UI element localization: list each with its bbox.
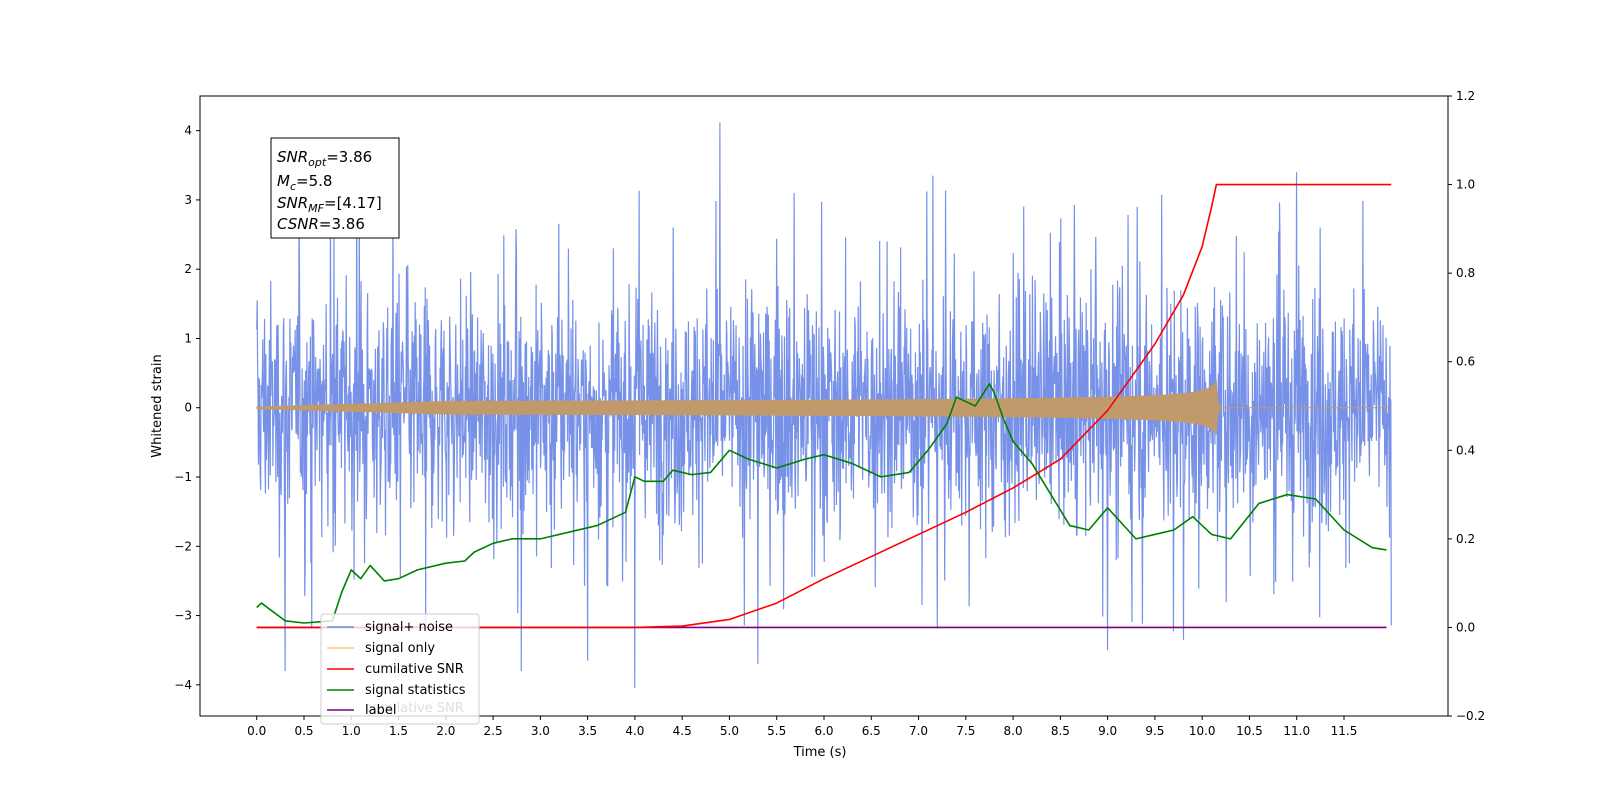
x-tick-label: 3.0 <box>531 724 550 738</box>
legend-frame <box>320 613 480 725</box>
y-left-tick-label: −4 <box>174 678 192 692</box>
x-tick-label: 9.5 <box>1145 724 1164 738</box>
metrics-annotation-box: SNRopt=3.86 Mc=5.8 SNRMF=[4.17] CSNR=3.8… <box>270 137 400 239</box>
y-right-tick-label: 0.4 <box>1456 443 1475 457</box>
legend-label-signal-noise: signal+ noise <box>365 620 453 635</box>
x-tick-label: 6.5 <box>862 724 881 738</box>
x-tick-label: 2.5 <box>484 724 503 738</box>
legend-label-signal-only: signal only <box>365 641 435 656</box>
series-signal-statistics <box>256 383 1387 624</box>
x-tick-label: 11.0 <box>1283 724 1310 738</box>
annotation-snr-opt: SNRopt=3.86 <box>277 148 372 169</box>
x-tick-label: 10.5 <box>1236 724 1263 738</box>
y-right-tick-label: 0.0 <box>1456 620 1475 634</box>
legend-ghost-text: cumilative SNR <box>365 701 464 716</box>
x-tick-label: 7.5 <box>956 724 975 738</box>
x-tick-label: 0.0 <box>247 724 266 738</box>
x-tick-label: 6.0 <box>814 724 833 738</box>
legend-label-label: label <box>365 703 396 718</box>
y-right-tick-label: 1.2 <box>1456 89 1475 103</box>
y-left-tick-label: 4 <box>184 124 192 138</box>
y-right-tick-label: 0.2 <box>1456 532 1475 546</box>
legend-label-cumulative-snr: cumilative SNR <box>365 662 464 677</box>
y-left-tick-label: 0 <box>184 401 192 415</box>
x-tick-label: 8.0 <box>1004 724 1023 738</box>
x-tick-label: 1.5 <box>389 724 408 738</box>
x-tick-label: 0.5 <box>294 724 313 738</box>
y-left-tick-label: −2 <box>174 539 192 553</box>
annotation-snr-mf: SNRMF=[4.17] <box>277 194 382 215</box>
legend-label-signal-statistics: signal statistics <box>365 683 466 698</box>
x-tick-label: 5.0 <box>720 724 739 738</box>
y-right-tick-label: 0.6 <box>1456 355 1475 369</box>
x-tick-label: 4.5 <box>673 724 692 738</box>
y-left-tick-label: 2 <box>184 262 192 276</box>
series-signal-only <box>256 381 1392 435</box>
y-left-tick-label: −3 <box>174 609 192 623</box>
x-tick-label: 8.5 <box>1051 724 1070 738</box>
x-tick-label: 4.0 <box>625 724 644 738</box>
x-axis: 0.0 0.5 1.0 1.5 2.0 2.5 3.0 3.5 4.0 4.5 5.0 5.5 6.0 6… <box>247 716 1357 738</box>
x-tick-label: 2.0 <box>436 724 455 738</box>
y-right-tick-label: 0.8 <box>1456 266 1475 280</box>
y-axis-label: Whitened strain <box>150 354 165 457</box>
x-tick-label: 3.5 <box>578 724 597 738</box>
y-left-tick-label: −1 <box>174 470 192 484</box>
x-tick-label: 9.0 <box>1098 724 1117 738</box>
y-axis-left: −4 −3 −2 −1 0 1 2 3 4 <box>174 124 200 692</box>
series-cumulative-snr <box>256 183 1392 629</box>
x-tick-label: 7.0 <box>909 724 928 738</box>
x-tick-label: 11.5 <box>1331 724 1358 738</box>
y-right-tick-label: 1.0 <box>1456 178 1475 192</box>
y-left-tick-label: 3 <box>184 193 192 207</box>
legend: cumilative SNR signal+ noise signal only… <box>320 613 480 725</box>
x-tick-label: 5.5 <box>767 724 786 738</box>
x-tick-label: 1.0 <box>342 724 361 738</box>
annotation-mc: Mc=5.8 <box>277 172 332 193</box>
annotation-csnr: CSNR=3.86 <box>277 215 365 233</box>
x-axis-label: Time (s) <box>793 745 847 760</box>
y-left-tick-label: 1 <box>184 331 192 345</box>
x-tick-label: 10.0 <box>1189 724 1216 738</box>
y-right-tick-label: −0.2 <box>1456 709 1485 723</box>
y-axis-right: −0.2 0.0 0.2 0.4 0.6 0.8 1.0 1.2 <box>1448 89 1485 723</box>
annotation-frame <box>270 137 400 239</box>
series-signal-noise <box>256 122 1392 689</box>
